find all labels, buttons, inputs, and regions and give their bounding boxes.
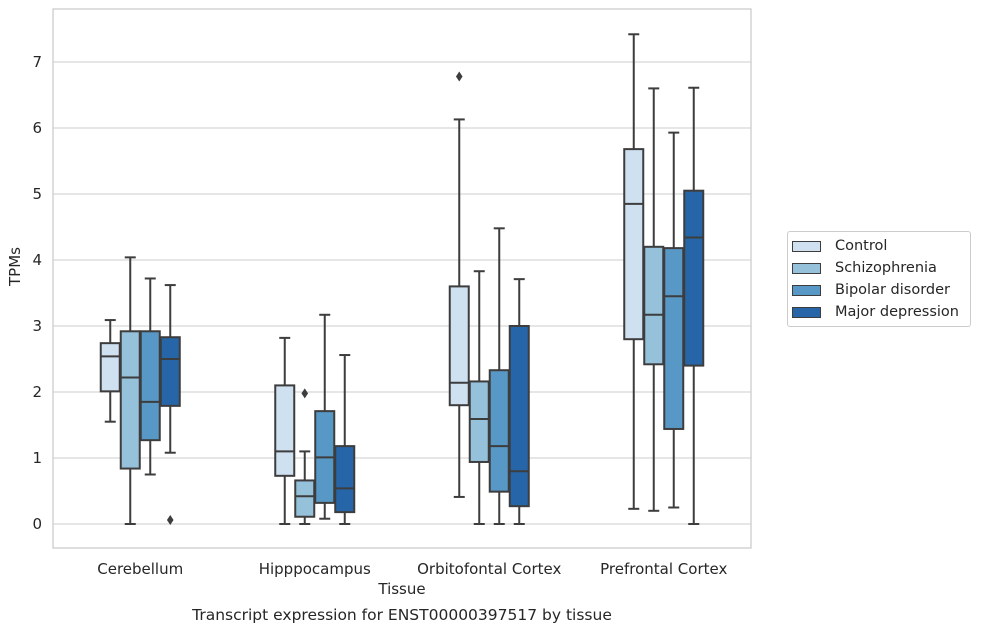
legend-swatch-major-depression [792, 306, 821, 318]
box [99, 342, 121, 393]
y-tick-label: 6 [32, 119, 42, 137]
legend-label-major-depression: Major depression [835, 304, 959, 320]
box [663, 247, 685, 430]
box [159, 336, 181, 407]
y-axis-label: TPMs [6, 247, 24, 286]
box [508, 325, 530, 508]
box [643, 245, 665, 366]
y-tick-label: 4 [32, 251, 42, 269]
y-tick-label: 3 [32, 317, 42, 335]
box [294, 479, 316, 518]
x-axis-label: Tissue [378, 580, 426, 598]
y-tick-label: 1 [32, 449, 42, 467]
legend: Control Schizophrenia Bipolar disorder M… [787, 231, 971, 327]
legend-label-bipolar-disorder: Bipolar disorder [835, 282, 950, 298]
legend-swatch-control [792, 240, 821, 252]
x-tick-label: Prefrontal Cortex [600, 560, 727, 578]
legend-item-schizophrenia: Schizophrenia [792, 258, 937, 278]
outlier-marker [166, 515, 174, 526]
outlier-marker [301, 388, 309, 399]
legend-swatch-bipolar-disorder [792, 284, 821, 296]
box [119, 330, 141, 470]
chart-title: Transcript expression for ENST0000039751… [192, 606, 612, 624]
y-tick-label: 0 [32, 515, 42, 533]
box [468, 380, 490, 463]
box [139, 330, 161, 442]
outlier-marker [455, 71, 463, 82]
legend-item-control: Control [792, 236, 887, 256]
y-tick-label: 5 [32, 185, 42, 203]
legend-label-schizophrenia: Schizophrenia [835, 260, 937, 276]
y-tick-label: 7 [32, 53, 42, 71]
box [334, 445, 356, 514]
box [623, 148, 645, 341]
box [448, 285, 470, 407]
y-tick-label: 2 [32, 383, 42, 401]
x-tick-label: Cerebellum [97, 560, 183, 578]
x-tick-label: Orbitofontal Cortex [417, 560, 561, 578]
legend-item-major-depression: Major depression [792, 302, 959, 322]
legend-item-bipolar-disorder: Bipolar disorder [792, 280, 950, 300]
box [274, 384, 296, 477]
x-tick-label: Hipppocampus [259, 560, 371, 578]
plot-frame [52, 8, 752, 549]
legend-label-control: Control [835, 238, 888, 254]
box [683, 189, 705, 367]
legend-swatch-schizophrenia [792, 262, 821, 274]
box [488, 369, 510, 493]
